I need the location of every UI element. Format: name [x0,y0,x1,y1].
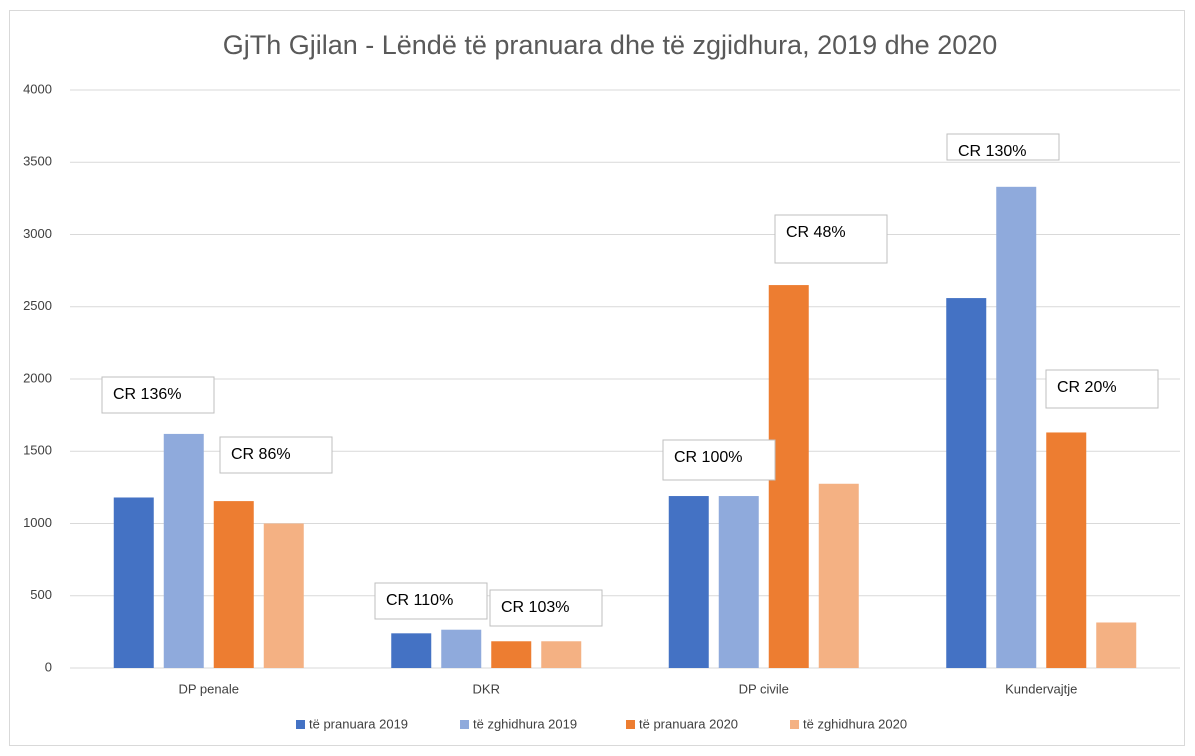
x-tick-label: Kundervajtje [1005,681,1077,696]
annotation-box [374,582,488,620]
bar [668,496,709,668]
bar [441,629,482,668]
bar [718,496,759,668]
x-tick-label: DP penale [179,681,239,696]
annotation-box [101,376,215,414]
bar [391,633,432,668]
annotation: CR 110% [386,592,453,609]
annotation: CR 136% [113,386,181,403]
legend-label: të pranuara 2019 [309,716,408,731]
annotation-box [219,436,333,474]
bar [1046,432,1087,668]
chart-title: GjTh Gjilan - Lëndë të pranuara dhe të z… [223,30,998,60]
bar [541,641,582,668]
y-tick-label: 500 [30,587,52,602]
bar [113,497,154,668]
annotation-box [946,133,1060,161]
x-tick-label: DKR [473,681,500,696]
y-tick-label: 1000 [23,515,52,530]
annotation: CR 100% [674,449,742,466]
legend-label: të pranuara 2020 [639,716,738,731]
legend-label: të zghidhura 2020 [803,716,907,731]
y-tick-label: 1500 [23,443,52,458]
legend-swatch [296,720,305,729]
annotation-box [662,439,776,481]
bar [213,501,254,668]
annotation: CR 103% [501,599,569,616]
annotation: CR 130% [958,143,1026,160]
y-tick-label: 3000 [23,226,52,241]
bar [263,523,304,668]
y-tick-label: 2500 [23,298,52,313]
y-tick-label: 2000 [23,370,52,385]
bar [491,641,532,668]
bar [818,483,859,668]
legend-swatch [626,720,635,729]
annotation: CR 86% [231,446,291,463]
annotation-box [489,589,603,627]
annotation-box [774,214,888,264]
bar [163,433,204,668]
legend-label: të zghidhura 2019 [473,716,577,731]
legend-swatch [790,720,799,729]
bar [946,298,987,668]
bar [996,186,1037,668]
annotation: CR 48% [786,224,846,241]
bar [1096,622,1137,668]
annotation: CR 20% [1057,379,1117,396]
x-tick-label: DP civile [739,681,789,696]
y-tick-label: 0 [45,659,52,674]
y-tick-label: 4000 [23,81,52,96]
legend-swatch [460,720,469,729]
y-tick-label: 3500 [23,154,52,169]
annotation-box [1045,369,1159,409]
